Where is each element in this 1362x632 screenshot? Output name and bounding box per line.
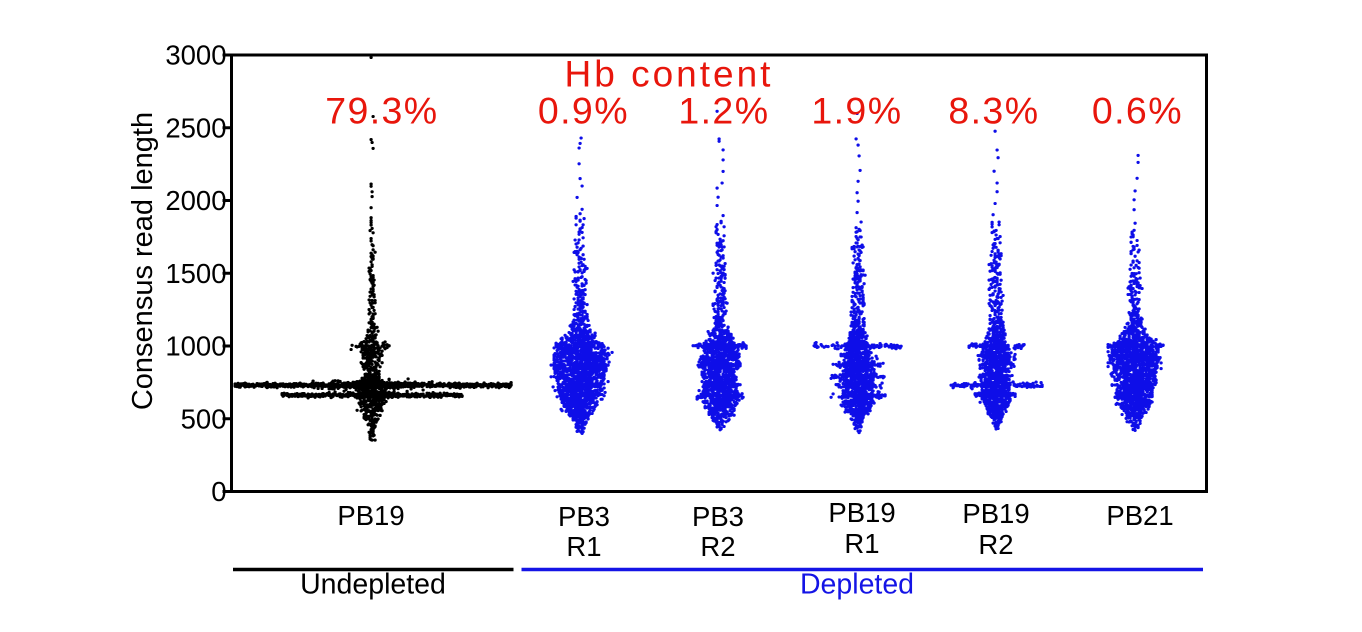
- svg-text:0.6%: 0.6%: [1092, 90, 1183, 132]
- svg-text:1.2%: 1.2%: [678, 90, 769, 132]
- svg-text:R2: R2: [700, 531, 735, 562]
- svg-text:1500: 1500: [165, 258, 226, 289]
- svg-text:R1: R1: [844, 528, 879, 559]
- svg-text:PB3: PB3: [692, 501, 744, 532]
- svg-text:PB3: PB3: [558, 501, 610, 532]
- svg-text:500: 500: [181, 403, 227, 434]
- svg-text:Undepleted: Undepleted: [300, 569, 446, 601]
- svg-text:PB19: PB19: [828, 497, 895, 528]
- svg-text:1.9%: 1.9%: [811, 90, 902, 132]
- svg-text:PB19: PB19: [962, 498, 1029, 529]
- svg-text:79.3%: 79.3%: [325, 90, 438, 132]
- svg-text:8.3%: 8.3%: [948, 90, 1039, 132]
- svg-text:Depleted: Depleted: [800, 569, 914, 601]
- svg-text:PB19: PB19: [337, 500, 404, 531]
- svg-text:0: 0: [211, 476, 226, 507]
- svg-text:PB21: PB21: [1106, 500, 1173, 531]
- svg-text:Consensus read length: Consensus read length: [127, 112, 159, 410]
- svg-text:1000: 1000: [165, 331, 226, 362]
- svg-text:R1: R1: [566, 531, 601, 562]
- svg-text:0.9%: 0.9%: [538, 90, 629, 132]
- svg-text:2000: 2000: [165, 185, 226, 216]
- svg-text:Hb content: Hb content: [565, 54, 774, 95]
- svg-text:3000: 3000: [165, 40, 226, 71]
- svg-text:2500: 2500: [165, 112, 226, 143]
- svg-text:R2: R2: [978, 529, 1013, 560]
